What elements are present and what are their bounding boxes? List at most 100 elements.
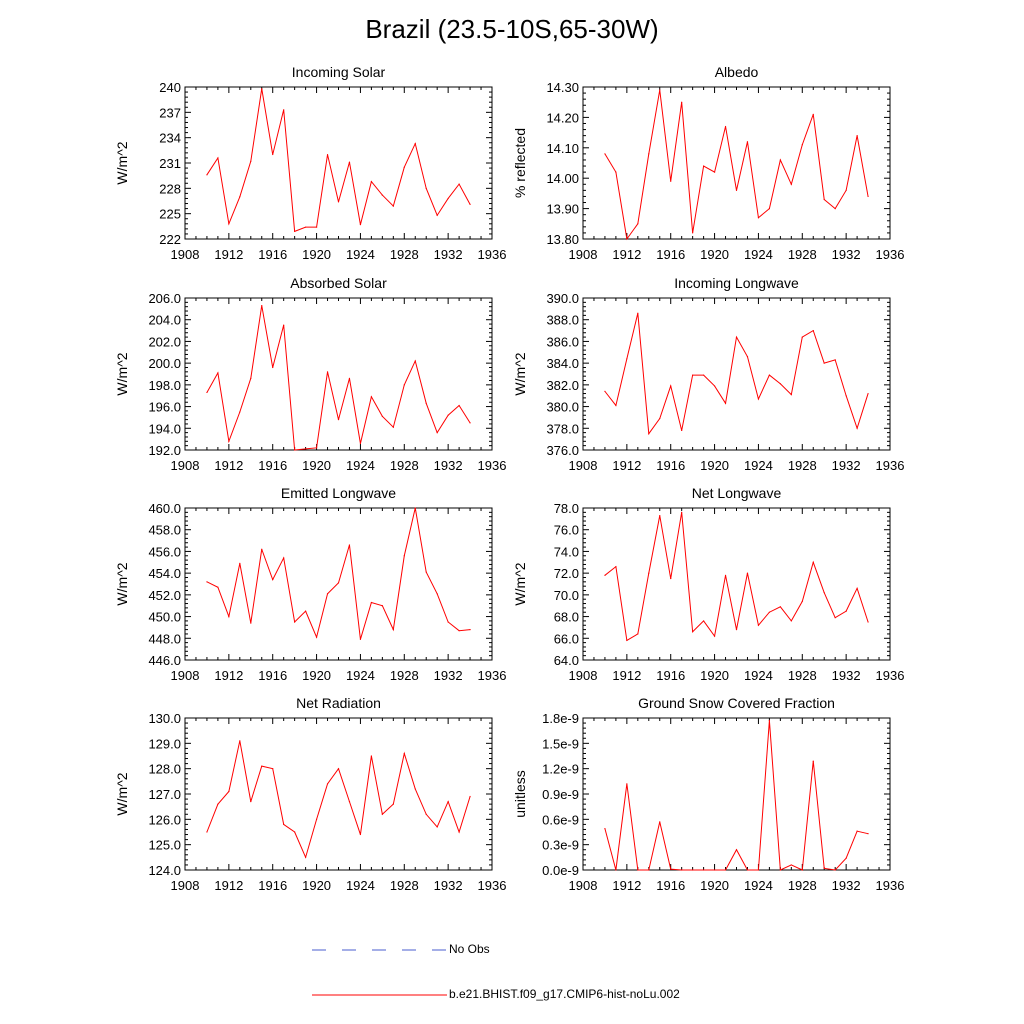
panel-1-data-point: [272, 153, 274, 156]
panel-8-data-point: [659, 821, 661, 823]
panel-6-xtick-label: 1912: [612, 668, 641, 683]
panel-7-data-point: [228, 790, 230, 793]
panel-2-ytick-label: 14.20: [546, 110, 579, 125]
panel-7-data-point: [283, 823, 285, 826]
panel-2-data-point: [637, 223, 639, 225]
panel-8-data-point: [692, 869, 694, 871]
panel-2-xtick-label: 1908: [569, 247, 598, 262]
panel-4-data-point: [724, 402, 727, 404]
panel-6-data-point: [713, 635, 716, 637]
panel-6-data-point: [659, 515, 661, 517]
panel-6-data-point: [856, 587, 858, 589]
panel-5-data-point: [228, 615, 230, 618]
panel-3-data-point: [403, 384, 405, 386]
panel-7-xtick-label: 1936: [478, 878, 507, 893]
panel-1-ytick-label: 234: [159, 131, 181, 146]
panel-5-data-point: [250, 622, 252, 624]
panel-4-data-point: [648, 433, 650, 435]
panel-8-data-point: [713, 869, 716, 871]
panel-8-ytick-label: 0.0e-9: [542, 863, 579, 878]
panel-8-data-point: [834, 869, 836, 871]
panel-4-ytick-label: 388.0: [546, 313, 579, 328]
panel-7-data-point: [469, 795, 471, 798]
panel-2-data-point: [823, 198, 825, 201]
panel-1-data-point: [348, 161, 351, 163]
panel-5-data-point: [359, 638, 362, 640]
panel-4-ytick-label: 386.0: [546, 334, 579, 349]
panel-6-data-point: [823, 592, 825, 594]
panel-7-data-point: [414, 788, 416, 790]
panel-2-data-point: [604, 153, 606, 155]
panel-3-data-point: [359, 442, 362, 445]
panel-5-data-point: [283, 557, 285, 559]
panel-8-xtick-label: 1908: [569, 878, 598, 893]
panel-5-data-point: [326, 593, 329, 595]
panel-5-data-point: [348, 544, 351, 546]
panel-5-data-point: [458, 630, 460, 632]
panel-3-data-point: [315, 447, 318, 449]
panel-6-xtick-label: 1928: [788, 668, 817, 683]
panel-4-ytick-label: 384.0: [546, 356, 579, 371]
panel-6-data-point: [746, 572, 749, 574]
panel-7-data-point: [381, 813, 383, 815]
panel-6-data-point: [681, 511, 683, 513]
panel-6-data-point: [626, 639, 628, 642]
panel-7-data-point: [447, 801, 449, 803]
panel-6-data-point: [735, 629, 738, 631]
panel-2-data-point: [779, 159, 781, 161]
panel-5-plot-frame: [184, 507, 493, 661]
panel-5-data-point: [403, 555, 405, 557]
panel-2-data-point: [724, 125, 727, 128]
panel-2-data-point: [867, 195, 869, 198]
panel-4-data-point: [779, 383, 781, 385]
panel-2-ytick-label: 14.00: [546, 171, 579, 186]
panel-8-data-point: [812, 760, 814, 762]
panel-2-data-point: [768, 208, 770, 210]
panel-2-data-point: [659, 89, 661, 91]
panel-1-data-point: [436, 214, 438, 216]
panel-8-series-line: [604, 720, 869, 871]
panel-6-xtick-label: 1924: [744, 668, 773, 683]
panel-7-ytick-label: 128.0: [148, 762, 181, 777]
panel-3-ytick-label: 196.0: [148, 400, 181, 415]
panel-5-data-point: [469, 629, 471, 631]
panel-3-data-point: [381, 415, 383, 417]
panel-5-ytick-label: 450.0: [148, 610, 181, 625]
panel-5-data-point: [414, 507, 416, 509]
panel-3-data-point: [348, 377, 351, 379]
panel-8-title: Ground Snow Covered Fraction: [638, 695, 835, 711]
panel-1-xtick-label: 1932: [434, 247, 463, 262]
panel-3-data-point: [425, 402, 427, 404]
panel-3-xtick-label: 1916: [258, 458, 287, 473]
panel-8-data-point: [768, 719, 770, 722]
panel-2-ylabel: % reflected: [512, 128, 528, 198]
panel-6-data-point: [757, 624, 760, 626]
panel-6-data-point: [615, 566, 617, 568]
panel-5-ytick-label: 452.0: [148, 588, 181, 603]
panel-2-data-point: [856, 135, 858, 137]
panel-1-title: Incoming Solar: [292, 64, 386, 80]
panel-7-data-point: [403, 752, 405, 755]
panel-1-data-point: [283, 109, 285, 111]
panel-8-ylabel: unitless: [512, 770, 528, 817]
panel-7-xtick-label: 1932: [434, 878, 463, 893]
panel-7-series-line: [206, 740, 471, 859]
panel-6-ytick-label: 66.0: [554, 631, 579, 646]
panel-2-data-point: [703, 165, 705, 167]
panel-4-ytick-label: 378.0: [546, 421, 579, 436]
panel-1-data-point: [326, 153, 329, 156]
panel-7-data-point: [217, 803, 219, 805]
panel-6-data-point: [790, 620, 792, 622]
panel-7-ytick-label: 126.0: [148, 812, 181, 827]
panel-1-ytick-label: 225: [159, 207, 181, 222]
panel-5-data-point: [436, 593, 438, 595]
panel-5-ytick-label: 448.0: [148, 631, 181, 646]
panel-1-data-point: [250, 160, 252, 162]
panel-7-xtick-label: 1924: [346, 878, 375, 893]
panel-7-title: Net Radiation: [296, 695, 381, 711]
panel-1-data-point: [228, 223, 230, 225]
panel-7-data-point: [337, 768, 340, 770]
panel-1-xtick-label: 1936: [478, 247, 507, 262]
